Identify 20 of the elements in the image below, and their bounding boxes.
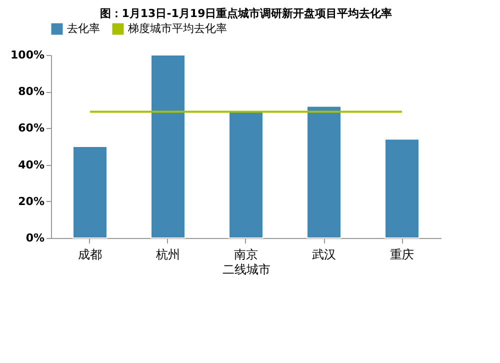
y-tick-label: 60% (18, 122, 44, 135)
bar (150, 54, 186, 238)
y-tick-label: 0% (26, 232, 44, 244)
x-tick-label: 杭州 (155, 248, 180, 262)
y-tick-label: 100% (10, 48, 44, 62)
legend-label: 梯度城市平均去化率 (127, 22, 227, 35)
x-axis-title: 二线城市 (222, 262, 270, 276)
x-tick-label: 武汉 (312, 248, 336, 262)
chart-title: 图：1月13日-1月19日重点城市调研新开盘项目平均去化率 (100, 7, 392, 20)
bar (306, 106, 342, 238)
x-tick-label: 成都 (78, 248, 102, 262)
legend-label: 去化率 (67, 22, 100, 35)
x-tick-label: 南京 (234, 248, 258, 262)
bar (72, 146, 108, 238)
bar (228, 111, 264, 238)
bar (384, 138, 420, 238)
y-tick-label: 40% (18, 158, 44, 172)
y-tick-label: 80% (18, 85, 44, 98)
x-tick-label: 重庆 (390, 248, 414, 262)
y-tick-label: 20% (18, 194, 44, 208)
